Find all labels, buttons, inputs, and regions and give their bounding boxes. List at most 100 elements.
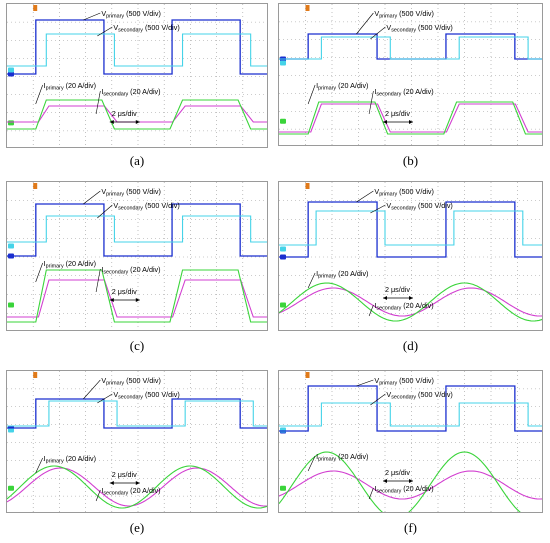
label-v-primary-arrow	[83, 12, 101, 21]
label-i-primary: Iprimary (20 A/div)	[35, 81, 96, 105]
trace-i-secondary	[7, 99, 267, 130]
label-v-primary: Vprimary (500 V/div)	[356, 376, 434, 387]
label-v-secondary-arrow	[97, 204, 113, 219]
label-v-secondary-text: Vsecondary (500 V/div)	[386, 23, 452, 34]
label-v-primary: Vprimary (500 V/div)	[83, 376, 161, 400]
trace-i-secondary	[279, 282, 542, 322]
label-v-primary-arrow	[356, 12, 374, 35]
timebase-arrow	[109, 481, 140, 485]
label-i-secondary: Isecondary (20 A/div)	[368, 484, 434, 500]
label-v-primary-text: Vprimary (500 V/div)	[101, 9, 161, 20]
timebase-label: 2 μs/div	[385, 285, 410, 294]
timebase-label: 2 μs/div	[112, 470, 137, 479]
label-v-primary-arrow	[83, 190, 101, 205]
timebase-arrow	[109, 120, 140, 124]
label-v-secondary-arrow	[370, 204, 386, 214]
label-i-primary: Iprimary (20 A/div)	[307, 452, 368, 472]
channel-marker-2	[8, 67, 14, 73]
timebase-label: 2 μs/div	[385, 109, 410, 118]
caption-b: (b)	[402, 153, 419, 168]
label-i-primary-text: Iprimary (20 A/div)	[316, 452, 368, 463]
label-i-primary: Iprimary (20 A/div)	[35, 454, 96, 474]
scope-plot-b: Vprimary (500 V/div) Vsecondary (500 V/di…	[279, 4, 542, 145]
trace-i-primary	[7, 279, 267, 318]
label-i-primary-text: Iprimary (20 A/div)	[316, 81, 368, 92]
label-i-primary-arrow	[35, 457, 43, 474]
trace-v-primary	[279, 33, 542, 60]
channel-marker-3	[280, 118, 286, 124]
trigger-marker	[33, 5, 38, 11]
channel-marker-2	[8, 243, 14, 249]
channel-marker-3	[280, 485, 286, 491]
trace-i-primary	[279, 470, 542, 500]
trigger-marker	[33, 372, 38, 378]
label-i-secondary-text: Isecondary (20 A/div)	[101, 87, 160, 98]
label-v-secondary: Vsecondary (500 V/div)	[370, 390, 453, 406]
label-i-primary: Iprimary (20 A/div)	[307, 81, 368, 105]
trace-v-primary	[279, 385, 542, 432]
scope-panel-f: Vprimary (500 V/div) Vsecondary (500 V/di…	[278, 370, 543, 513]
trigger-marker	[305, 372, 310, 378]
label-i-secondary-arrow	[95, 489, 101, 502]
label-v-primary-text: Vprimary (500 V/div)	[374, 376, 434, 387]
label-v-primary: Vprimary (500 V/div)	[83, 9, 161, 21]
trace-i-primary	[279, 103, 542, 133]
scope-plot-c: Vprimary (500 V/div) Vsecondary (500 V/di…	[7, 182, 267, 330]
channel-marker-2	[8, 427, 14, 433]
trace-i-primary	[7, 105, 267, 123]
scope-panel-e: Vprimary (500 V/div) Vsecondary (500 V/di…	[6, 370, 268, 513]
timebase-arrow	[109, 298, 140, 302]
label-v-secondary-text: Vsecondary (500 V/div)	[113, 23, 179, 34]
trigger-marker	[305, 5, 310, 11]
channel-marker-3	[8, 302, 14, 308]
label-i-primary-arrow	[35, 262, 43, 283]
trace-v-secondary	[279, 402, 542, 427]
label-v-primary-text: Vprimary (500 V/div)	[101, 187, 161, 198]
trace-v-primary	[279, 201, 542, 258]
scope-panel-c: Vprimary (500 V/div) Vsecondary (500 V/di…	[6, 181, 268, 331]
label-v-secondary-text: Vsecondary (500 V/div)	[386, 201, 452, 212]
trace-i-secondary	[279, 101, 542, 135]
label-i-primary-arrow	[307, 84, 316, 105]
label-i-secondary: Isecondary (20 A/div)	[368, 301, 434, 317]
label-i-secondary-text: Isecondary (20 A/div)	[374, 87, 433, 98]
caption-c: (c)	[129, 338, 145, 353]
timebase-label: 2 μs/div	[112, 287, 137, 296]
label-i-primary-text: Iprimary (20 A/div)	[44, 454, 96, 465]
trace-v-primary	[7, 19, 267, 75]
label-i-secondary-text: Isecondary (20 A/div)	[101, 265, 160, 276]
label-v-primary: Vprimary (500 V/div)	[356, 187, 434, 203]
label-v-primary-arrow	[83, 379, 101, 400]
caption-a: (a)	[129, 153, 145, 168]
channel-marker-3	[8, 120, 14, 126]
label-v-primary-text: Vprimary (500 V/div)	[374, 187, 434, 198]
label-i-primary-text: Iprimary (20 A/div)	[44, 259, 96, 270]
timebase-label: 2 μs/div	[385, 468, 410, 477]
scope-plot-a: Vprimary (500 V/div) Vsecondary (500 V/di…	[7, 4, 267, 147]
caption-d: (d)	[402, 338, 419, 353]
label-i-secondary: Isecondary (20 A/div)	[95, 87, 161, 115]
timebase-arrow	[383, 120, 413, 124]
label-i-secondary-arrow	[368, 487, 374, 500]
scope-plot-f: Vprimary (500 V/div) Vsecondary (500 V/di…	[279, 371, 542, 512]
label-v-secondary-text: Vsecondary (500 V/div)	[113, 201, 179, 212]
label-i-secondary-arrow	[95, 268, 101, 293]
label-v-primary: Vprimary (500 V/div)	[356, 9, 434, 35]
caption-f: (f)	[404, 520, 417, 535]
label-i-secondary-arrow	[368, 304, 374, 317]
label-v-secondary: Vsecondary (500 V/div)	[97, 201, 180, 219]
scope-panel-a: Vprimary (500 V/div) Vsecondary (500 V/di…	[6, 3, 268, 148]
channel-marker-3	[280, 302, 286, 308]
timebase-arrow	[383, 296, 413, 300]
label-v-secondary: Vsecondary (500 V/div)	[370, 23, 453, 40]
label-v-secondary-arrow	[370, 26, 386, 40]
trace-v-primary	[7, 398, 267, 429]
label-v-primary-arrow	[356, 190, 374, 203]
scope-panel-d: Vprimary (500 V/div) Vsecondary (500 V/di…	[278, 181, 543, 331]
label-i-secondary: Isecondary (20 A/div)	[95, 486, 161, 502]
label-i-secondary-text: Isecondary (20 A/div)	[374, 301, 433, 312]
label-i-primary-arrow	[307, 455, 316, 472]
label-i-secondary: Isecondary (20 A/div)	[95, 265, 161, 293]
label-v-secondary: Vsecondary (500 V/div)	[370, 201, 453, 214]
label-v-primary-text: Vprimary (500 V/div)	[101, 376, 161, 387]
